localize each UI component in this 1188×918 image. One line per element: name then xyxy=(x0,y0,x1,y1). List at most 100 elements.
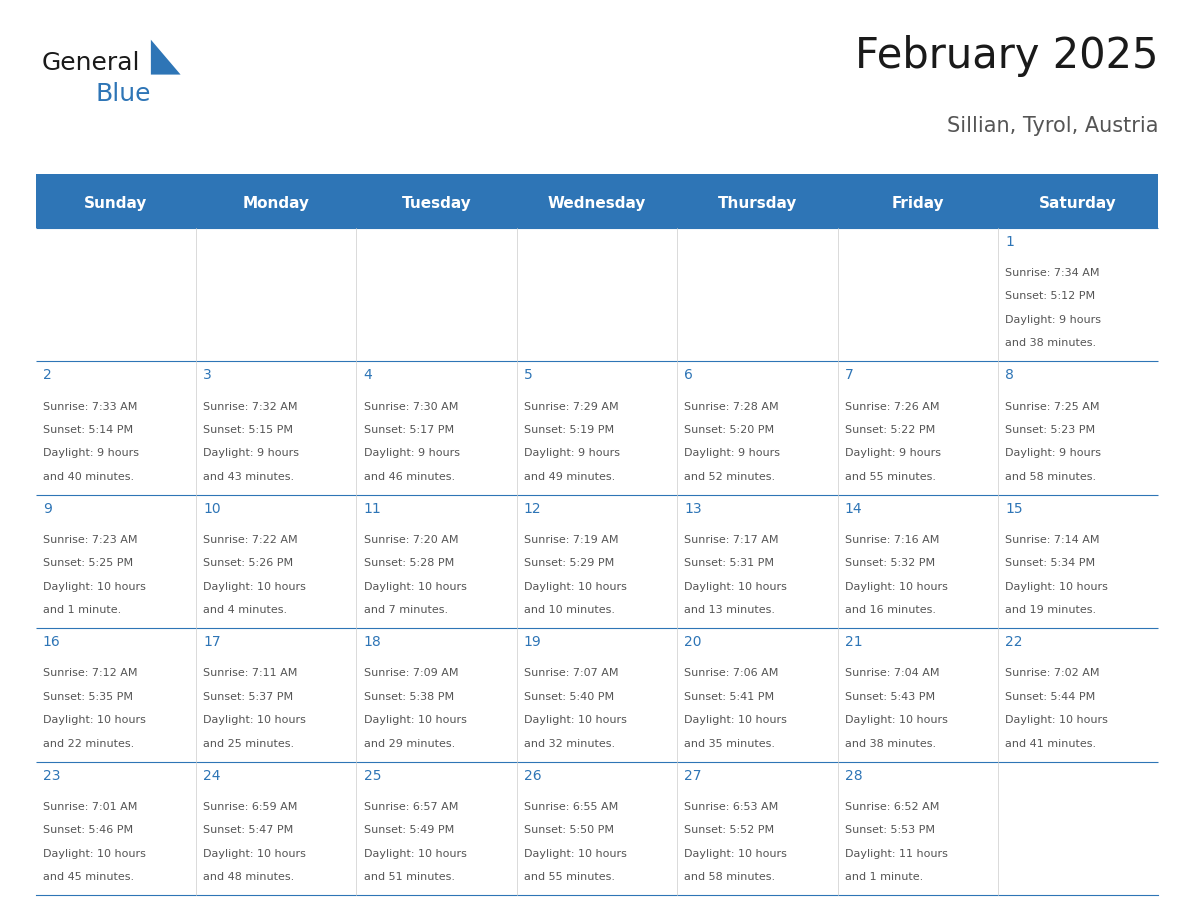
Text: Daylight: 10 hours: Daylight: 10 hours xyxy=(684,582,788,592)
Text: 21: 21 xyxy=(845,635,862,649)
Text: Daylight: 9 hours: Daylight: 9 hours xyxy=(364,448,460,458)
Text: Friday: Friday xyxy=(891,196,944,211)
Text: Sunrise: 7:19 AM: Sunrise: 7:19 AM xyxy=(524,535,619,545)
Text: Sunrise: 7:14 AM: Sunrise: 7:14 AM xyxy=(1005,535,1100,545)
Text: 16: 16 xyxy=(43,635,61,649)
Text: Sunrise: 7:16 AM: Sunrise: 7:16 AM xyxy=(845,535,939,545)
Text: and 58 minutes.: and 58 minutes. xyxy=(684,872,776,882)
Text: 28: 28 xyxy=(845,769,862,783)
Text: 24: 24 xyxy=(203,769,221,783)
Text: Thursday: Thursday xyxy=(718,196,797,211)
Text: Sunset: 5:17 PM: Sunset: 5:17 PM xyxy=(364,425,454,435)
Text: 11: 11 xyxy=(364,502,381,516)
Text: Sunset: 5:26 PM: Sunset: 5:26 PM xyxy=(203,558,293,568)
Text: 9: 9 xyxy=(43,502,51,516)
Text: and 52 minutes.: and 52 minutes. xyxy=(684,472,776,482)
Text: and 29 minutes.: and 29 minutes. xyxy=(364,739,455,748)
Text: Sunrise: 7:22 AM: Sunrise: 7:22 AM xyxy=(203,535,298,545)
Text: and 38 minutes.: and 38 minutes. xyxy=(1005,338,1097,348)
Text: Daylight: 9 hours: Daylight: 9 hours xyxy=(203,448,299,458)
Text: Monday: Monday xyxy=(242,196,310,211)
Text: Daylight: 9 hours: Daylight: 9 hours xyxy=(524,448,620,458)
Text: Sunset: 5:43 PM: Sunset: 5:43 PM xyxy=(845,692,935,702)
Text: Sunrise: 7:07 AM: Sunrise: 7:07 AM xyxy=(524,668,619,678)
Text: Sunrise: 7:26 AM: Sunrise: 7:26 AM xyxy=(845,401,940,411)
Text: Sunrise: 6:59 AM: Sunrise: 6:59 AM xyxy=(203,802,297,812)
Text: Wednesday: Wednesday xyxy=(548,196,646,211)
Text: Daylight: 10 hours: Daylight: 10 hours xyxy=(364,715,467,725)
Text: Sunset: 5:38 PM: Sunset: 5:38 PM xyxy=(364,692,454,702)
Text: Daylight: 9 hours: Daylight: 9 hours xyxy=(684,448,781,458)
Text: Sunset: 5:28 PM: Sunset: 5:28 PM xyxy=(364,558,454,568)
Text: and 51 minutes.: and 51 minutes. xyxy=(364,872,455,882)
Text: 5: 5 xyxy=(524,368,532,383)
Text: Sunset: 5:41 PM: Sunset: 5:41 PM xyxy=(684,692,775,702)
Bar xyxy=(36,361,1158,495)
Text: Sunrise: 7:23 AM: Sunrise: 7:23 AM xyxy=(43,535,138,545)
Text: 3: 3 xyxy=(203,368,211,383)
Bar xyxy=(36,180,1158,228)
Text: Sunrise: 7:11 AM: Sunrise: 7:11 AM xyxy=(203,668,297,678)
Text: 20: 20 xyxy=(684,635,702,649)
Text: and 22 minutes.: and 22 minutes. xyxy=(43,739,134,748)
Text: Sunset: 5:52 PM: Sunset: 5:52 PM xyxy=(684,825,775,835)
Text: and 32 minutes.: and 32 minutes. xyxy=(524,739,615,748)
Text: Sunrise: 7:01 AM: Sunrise: 7:01 AM xyxy=(43,802,137,812)
Polygon shape xyxy=(151,39,181,74)
Text: Sunrise: 6:55 AM: Sunrise: 6:55 AM xyxy=(524,802,618,812)
Text: 7: 7 xyxy=(845,368,853,383)
Text: and 35 minutes.: and 35 minutes. xyxy=(684,739,776,748)
Text: Sunset: 5:15 PM: Sunset: 5:15 PM xyxy=(203,425,293,435)
Text: Daylight: 10 hours: Daylight: 10 hours xyxy=(845,582,948,592)
Text: Sunrise: 7:06 AM: Sunrise: 7:06 AM xyxy=(684,668,778,678)
Text: 17: 17 xyxy=(203,635,221,649)
Bar xyxy=(36,495,1158,628)
Text: and 55 minutes.: and 55 minutes. xyxy=(524,872,615,882)
Text: Sunset: 5:37 PM: Sunset: 5:37 PM xyxy=(203,692,293,702)
Text: and 19 minutes.: and 19 minutes. xyxy=(1005,605,1097,615)
Text: 27: 27 xyxy=(684,769,702,783)
Bar xyxy=(36,228,1158,361)
Text: and 10 minutes.: and 10 minutes. xyxy=(524,605,615,615)
Text: and 1 minute.: and 1 minute. xyxy=(845,872,923,882)
Text: Sunset: 5:49 PM: Sunset: 5:49 PM xyxy=(364,825,454,835)
Text: Sunset: 5:50 PM: Sunset: 5:50 PM xyxy=(524,825,614,835)
Text: and 7 minutes.: and 7 minutes. xyxy=(364,605,448,615)
Text: Tuesday: Tuesday xyxy=(402,196,472,211)
Text: Sunrise: 7:09 AM: Sunrise: 7:09 AM xyxy=(364,668,459,678)
Text: 8: 8 xyxy=(1005,368,1013,383)
Text: Blue: Blue xyxy=(95,82,151,106)
Text: Sunset: 5:46 PM: Sunset: 5:46 PM xyxy=(43,825,133,835)
Text: 23: 23 xyxy=(43,769,61,783)
Text: and 4 minutes.: and 4 minutes. xyxy=(203,605,287,615)
Text: Daylight: 10 hours: Daylight: 10 hours xyxy=(524,715,627,725)
Text: and 16 minutes.: and 16 minutes. xyxy=(845,605,936,615)
Text: 13: 13 xyxy=(684,502,702,516)
Text: Sunrise: 6:53 AM: Sunrise: 6:53 AM xyxy=(684,802,778,812)
Text: Daylight: 10 hours: Daylight: 10 hours xyxy=(43,582,146,592)
Text: Sunset: 5:47 PM: Sunset: 5:47 PM xyxy=(203,825,293,835)
Text: Sunrise: 7:33 AM: Sunrise: 7:33 AM xyxy=(43,401,137,411)
Text: and 45 minutes.: and 45 minutes. xyxy=(43,872,134,882)
Text: and 1 minute.: and 1 minute. xyxy=(43,605,121,615)
Text: Daylight: 10 hours: Daylight: 10 hours xyxy=(684,848,788,858)
Text: 25: 25 xyxy=(364,769,381,783)
Text: Sunset: 5:40 PM: Sunset: 5:40 PM xyxy=(524,692,614,702)
Text: Sunset: 5:34 PM: Sunset: 5:34 PM xyxy=(1005,558,1095,568)
Text: Sunrise: 7:32 AM: Sunrise: 7:32 AM xyxy=(203,401,298,411)
Text: 26: 26 xyxy=(524,769,542,783)
Text: Sunrise: 7:02 AM: Sunrise: 7:02 AM xyxy=(1005,668,1100,678)
Text: 2: 2 xyxy=(43,368,51,383)
Text: Sunrise: 7:29 AM: Sunrise: 7:29 AM xyxy=(524,401,619,411)
Text: Daylight: 10 hours: Daylight: 10 hours xyxy=(684,715,788,725)
Text: Sunset: 5:53 PM: Sunset: 5:53 PM xyxy=(845,825,935,835)
Text: General: General xyxy=(42,50,140,74)
Text: Sunset: 5:14 PM: Sunset: 5:14 PM xyxy=(43,425,133,435)
Text: Sunday: Sunday xyxy=(84,196,147,211)
Text: and 55 minutes.: and 55 minutes. xyxy=(845,472,936,482)
Text: Sunset: 5:20 PM: Sunset: 5:20 PM xyxy=(684,425,775,435)
Text: Sunset: 5:44 PM: Sunset: 5:44 PM xyxy=(1005,692,1095,702)
Text: 4: 4 xyxy=(364,368,372,383)
Text: 6: 6 xyxy=(684,368,693,383)
Text: 18: 18 xyxy=(364,635,381,649)
